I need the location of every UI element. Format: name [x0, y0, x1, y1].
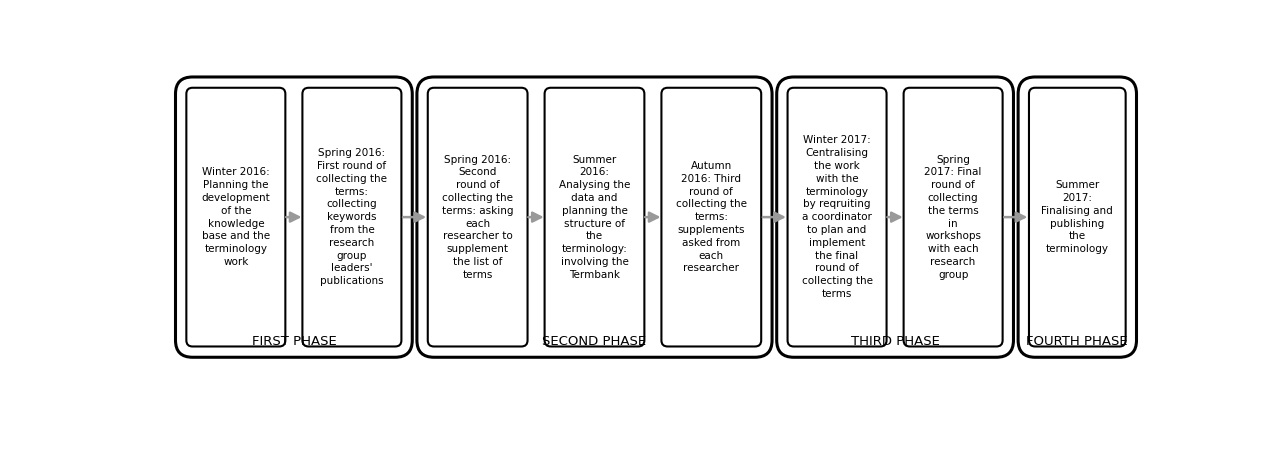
Text: Spring 2016:
First round of
collecting the
terms:
collecting
keywords
from the
r: Spring 2016: First round of collecting t… — [316, 148, 388, 286]
Text: THIRD PHASE: THIRD PHASE — [851, 335, 940, 348]
Text: Winter 2016:
Planning the
development
of the
knowledge
base and the
terminology
: Winter 2016: Planning the development of… — [201, 167, 270, 267]
Text: FOURTH PHASE: FOURTH PHASE — [1027, 335, 1128, 348]
FancyBboxPatch shape — [428, 88, 527, 347]
FancyBboxPatch shape — [1029, 88, 1125, 347]
FancyBboxPatch shape — [544, 88, 644, 347]
FancyBboxPatch shape — [417, 77, 772, 357]
FancyBboxPatch shape — [904, 88, 1002, 347]
FancyBboxPatch shape — [777, 77, 1014, 357]
Text: FIRST PHASE: FIRST PHASE — [251, 335, 337, 348]
Text: Spring
2017: Final
round of
collecting
the terms
in
workshops
with each
research: Spring 2017: Final round of collecting t… — [924, 154, 982, 280]
Text: Autumn
2016: Third
round of
collecting the
terms:
supplements
asked from
each
re: Autumn 2016: Third round of collecting t… — [676, 161, 746, 273]
FancyBboxPatch shape — [1018, 77, 1137, 357]
FancyBboxPatch shape — [187, 88, 285, 347]
FancyBboxPatch shape — [662, 88, 762, 347]
Text: Winter 2017:
Centralising
the work
with the
terminology
by reqruiting
a coordina: Winter 2017: Centralising the work with … — [801, 135, 873, 299]
FancyBboxPatch shape — [787, 88, 887, 347]
Text: Spring 2016:
Second
round of
collecting the
terms: asking
each
researcher to
sup: Spring 2016: Second round of collecting … — [442, 154, 513, 280]
FancyBboxPatch shape — [302, 88, 402, 347]
Text: Summer
2016:
Analysing the
data and
planning the
structure of
the
terminology:
i: Summer 2016: Analysing the data and plan… — [559, 154, 630, 280]
FancyBboxPatch shape — [175, 77, 412, 357]
Text: Summer
2017:
Finalising and
publishing
the
terminology: Summer 2017: Finalising and publishing t… — [1042, 180, 1114, 254]
Text: SECOND PHASE: SECOND PHASE — [543, 335, 646, 348]
